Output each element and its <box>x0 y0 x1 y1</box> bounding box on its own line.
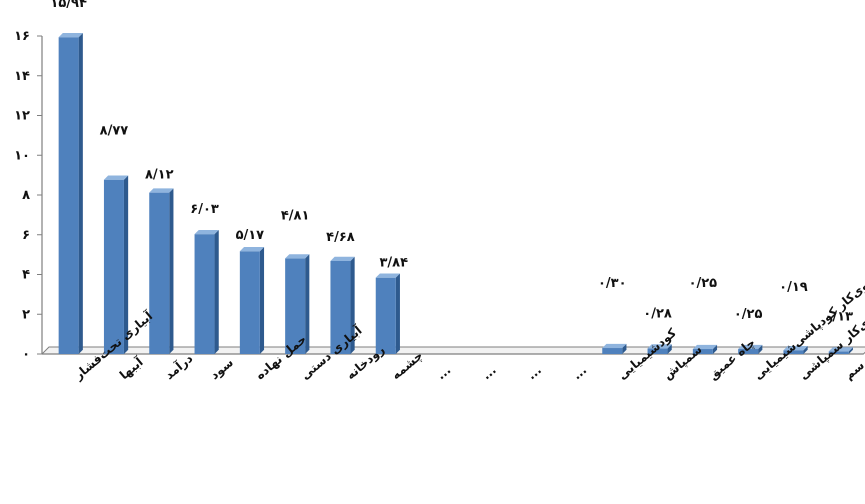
bar <box>692 344 718 354</box>
bar <box>285 254 310 354</box>
data-label: ۱۵/۹۴ <box>50 0 87 11</box>
bar <box>330 256 355 354</box>
data-label: ۴/۶۸ <box>326 230 355 245</box>
bar-front <box>828 351 849 354</box>
bar-top <box>285 254 310 259</box>
y-tick-label: ۱۲ <box>14 109 30 124</box>
bar <box>647 344 672 354</box>
bar-side <box>350 256 355 354</box>
bar-top <box>602 343 627 349</box>
bar-top <box>239 247 265 252</box>
bar-front <box>738 349 759 354</box>
bar-front <box>692 349 713 354</box>
bar <box>828 347 853 354</box>
y-tick-label: ۶ <box>22 228 30 243</box>
data-label: ۶/۰۳ <box>190 202 219 217</box>
bar-top <box>149 188 174 193</box>
bar-front <box>58 37 79 354</box>
data-label: ۰/۲۵ <box>734 307 763 322</box>
bar <box>149 188 174 354</box>
y-axis: ۰ ۲ ۴ ۶ ۸ ۱۰ ۱۲ ۱۴ ۱۶ <box>14 29 43 362</box>
bar-top <box>647 344 672 349</box>
y-tick-label: ۱۰ <box>14 148 30 163</box>
data-label: ۰/۲۵ <box>689 276 718 291</box>
bar-side <box>395 273 400 354</box>
y-tick-label: ۱۶ <box>14 29 30 44</box>
x-tick-label: ... <box>570 363 589 383</box>
bar <box>103 175 129 354</box>
y-tick-label: ۸ <box>22 188 30 203</box>
y-tick-label: ۱۴ <box>14 69 30 84</box>
bar-side <box>667 344 672 354</box>
bar-top <box>375 273 400 278</box>
x-tick-label: چاه عمیق <box>706 335 758 382</box>
bar-top <box>330 256 355 261</box>
data-label: ۵/۱۷ <box>236 228 265 243</box>
y-tick-label: ۴ <box>22 268 30 283</box>
bar-front <box>647 348 668 354</box>
bar-side <box>848 347 853 354</box>
bar-top <box>103 175 129 180</box>
bar-side <box>169 188 174 354</box>
bar-front <box>783 350 804 354</box>
bar <box>783 346 808 354</box>
bar-side <box>305 254 310 354</box>
bar <box>194 229 219 354</box>
bar-side <box>758 344 763 354</box>
bar-top <box>828 347 853 352</box>
data-labels: ۱۵/۹۴ ۸/۷۷ ۸/۱۲ ۶/۰۳ ۵/۱۷ ۴/۸۱ ۴/۶۸ ۳/۸۴ ۰/۳۰ ۰/۲… <box>50 0 853 324</box>
data-label: ۸/۱۲ <box>145 168 174 183</box>
bar-front <box>194 234 215 354</box>
bar-top <box>58 32 83 38</box>
bar-front <box>239 251 260 354</box>
bar-front <box>330 260 351 354</box>
bar-top <box>692 344 718 350</box>
x-tick-label: ... <box>434 363 453 383</box>
bar-side <box>622 343 627 354</box>
data-label: ۰/۳۰ <box>598 276 627 291</box>
data-label: ۴/۸۱ <box>281 208 310 223</box>
bar-front <box>375 277 396 354</box>
bar-side <box>214 229 219 354</box>
data-label: ۰/۱۳ <box>824 309 853 324</box>
bar-front <box>285 258 306 354</box>
x-tick-label: درآمد <box>162 351 196 383</box>
x-tick-label: آببها <box>116 354 146 383</box>
bar-top <box>194 229 219 235</box>
bar-front <box>149 192 170 354</box>
bar-top <box>738 344 763 350</box>
data-label: ۸/۷۷ <box>100 124 129 139</box>
bar-front <box>602 348 623 354</box>
bar-side <box>803 346 808 354</box>
x-tick-label: سم <box>842 358 865 382</box>
bar <box>375 273 400 354</box>
bar-side <box>123 175 129 354</box>
data-label: ۳/۸۴ <box>379 256 408 271</box>
bar <box>602 343 627 354</box>
x-tick-label: سود <box>207 355 236 383</box>
bar-side <box>259 247 265 354</box>
bar-side <box>712 344 718 354</box>
data-label: ۰/۱۹ <box>779 280 808 295</box>
bar-front <box>103 179 124 354</box>
x-tick-label: ... <box>525 363 544 383</box>
y-tick-label: ۰ <box>22 347 30 362</box>
data-label: ۰/۲۸ <box>643 306 672 321</box>
bar <box>738 344 763 354</box>
bar-top <box>783 346 808 351</box>
bar-series <box>58 32 853 355</box>
bar <box>239 247 265 354</box>
bar <box>58 32 83 355</box>
y-tick-label: ۲ <box>22 307 30 322</box>
x-tick-label: ... <box>479 363 498 383</box>
bar-side <box>78 32 83 355</box>
